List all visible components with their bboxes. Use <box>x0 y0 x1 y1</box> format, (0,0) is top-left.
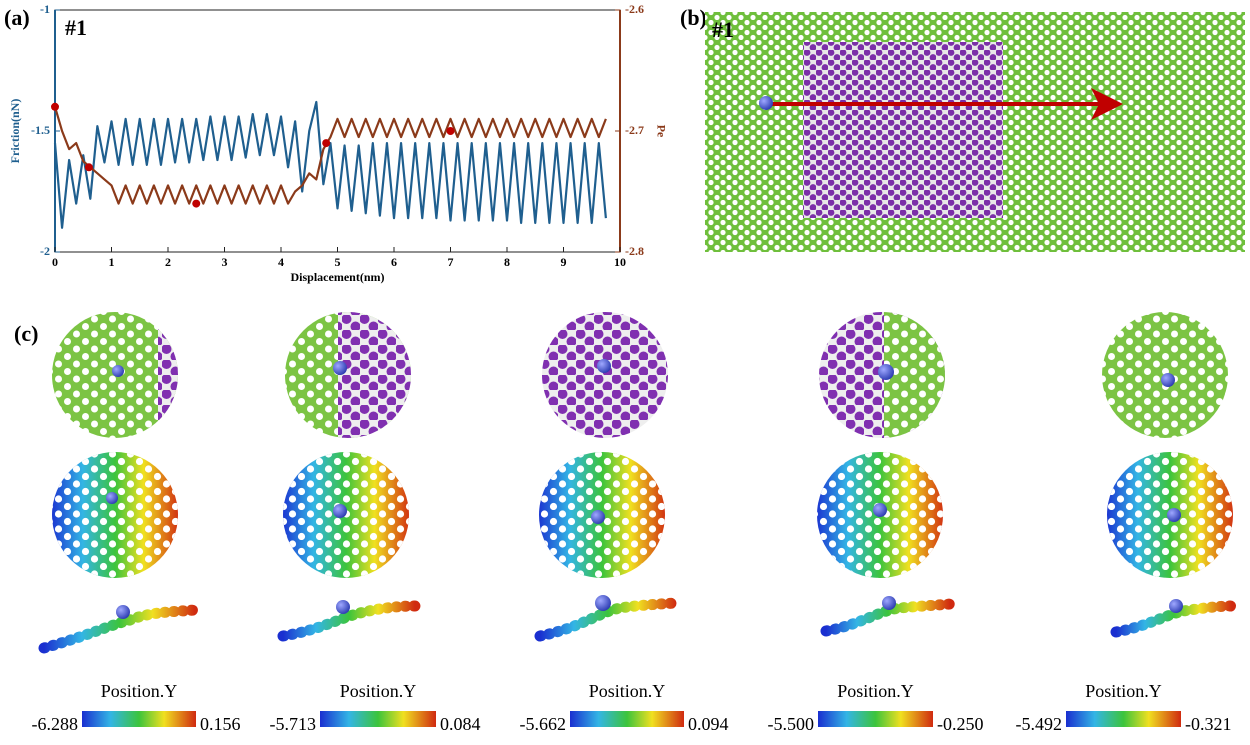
panel-tag: #1 <box>65 15 87 40</box>
x-tick-label: 3 <box>222 255 228 269</box>
decoration <box>1169 599 1183 613</box>
colorbar <box>1066 711 1181 727</box>
marker <box>192 199 201 208</box>
decoration <box>338 312 411 438</box>
decoration <box>333 504 347 518</box>
y2-tick-label: -2.8 <box>625 244 644 258</box>
decoration <box>333 361 347 375</box>
decoration <box>1167 508 1181 522</box>
marker <box>322 139 331 148</box>
side-views <box>38 597 1238 654</box>
x-tick-label: 1 <box>109 255 115 269</box>
y-axis-label: Friction(nN) <box>8 99 22 164</box>
colorbar-title: Position.Y <box>340 681 417 701</box>
decoration <box>873 503 887 517</box>
decoration <box>38 604 201 654</box>
colorbar-min: -6.288 <box>32 714 79 734</box>
snapshot <box>285 312 411 438</box>
position-map <box>52 452 178 578</box>
x-tick-label: 5 <box>335 255 341 269</box>
flake <box>803 42 1003 218</box>
decoration <box>1161 373 1175 387</box>
decoration <box>52 452 178 578</box>
x-tick-label: 9 <box>561 255 567 269</box>
panel-tag: #1 <box>712 17 734 42</box>
colorbar-min: -5.662 <box>520 714 567 734</box>
friction-chart: 0 1 2 3 4 5 6 7 8 9 10 -2 -1.5 -1 -2.8 -2.7 -2.6 Displace… <box>8 2 669 284</box>
x-tick-label: 10 <box>614 255 626 269</box>
colorbar-max: 0.156 <box>200 714 241 734</box>
colorbar-min: -5.500 <box>768 714 815 734</box>
panel-label: (b) <box>680 5 707 30</box>
colorbar-max: 0.084 <box>440 714 481 734</box>
colorbar-max: 0.094 <box>688 714 729 734</box>
decoration <box>116 605 130 619</box>
marker <box>446 127 455 135</box>
colorbar-max: -0.250 <box>937 714 984 734</box>
decoration <box>542 312 668 438</box>
decoration <box>884 312 945 438</box>
panel-label: (c) <box>14 321 38 346</box>
x-tick-label: 4 <box>278 255 284 269</box>
y2-tick-label: -2.6 <box>625 2 644 16</box>
colorbar-title: Position.Y <box>837 681 914 701</box>
decoration <box>158 312 178 438</box>
y2-tick-label: -2.7 <box>625 123 644 137</box>
colorbar-min: -5.713 <box>270 714 317 734</box>
lattice-image: #1 <box>705 12 1245 252</box>
y-tick-label: -1.5 <box>31 123 50 137</box>
decoration <box>336 600 350 614</box>
y-tick-label: -2 <box>40 244 50 258</box>
y2-axis-label: Pe <box>654 125 668 138</box>
decoration <box>820 598 956 637</box>
position-map <box>283 452 409 578</box>
colorbar-max: -0.321 <box>1185 714 1232 734</box>
colorbar-title: Position.Y <box>101 681 178 701</box>
colorbars: Position.Y -6.288 0.156 Position.Y -5.713 0.0… <box>32 681 1232 734</box>
x-tick-label: 2 <box>165 255 171 269</box>
decoration <box>112 365 124 377</box>
marker <box>84 163 93 172</box>
decoration <box>595 595 611 611</box>
colorbar <box>82 711 196 727</box>
colorbar-title: Position.Y <box>589 681 666 701</box>
snapshots <box>38 312 1238 654</box>
decoration <box>882 596 896 610</box>
marker <box>51 102 59 111</box>
colorbar <box>320 711 436 727</box>
decoration <box>591 510 605 524</box>
decoration <box>597 359 611 373</box>
snapshot <box>819 312 945 438</box>
colorbar <box>570 711 684 727</box>
decoration <box>878 364 894 380</box>
x-tick-label: 8 <box>504 255 510 269</box>
tip <box>759 96 773 110</box>
colorbar <box>818 711 933 727</box>
series-line <box>53 106 607 205</box>
x-axis-label: Displacement(nm) <box>291 270 385 284</box>
x-tick-label: 6 <box>391 255 397 269</box>
decoration <box>277 600 421 642</box>
decoration <box>283 452 409 578</box>
decoration <box>1110 600 1238 638</box>
snapshot <box>542 312 668 438</box>
colorbar-min: -5.492 <box>1016 714 1063 734</box>
decoration <box>534 597 682 642</box>
x-tick-label: 0 <box>52 255 58 269</box>
decoration <box>106 492 118 504</box>
panel-label: (a) <box>4 5 30 30</box>
series-line <box>53 100 607 229</box>
colorbar-title: Position.Y <box>1085 681 1162 701</box>
x-tick-label: 7 <box>448 255 454 269</box>
y-tick-label: -1 <box>40 2 50 16</box>
